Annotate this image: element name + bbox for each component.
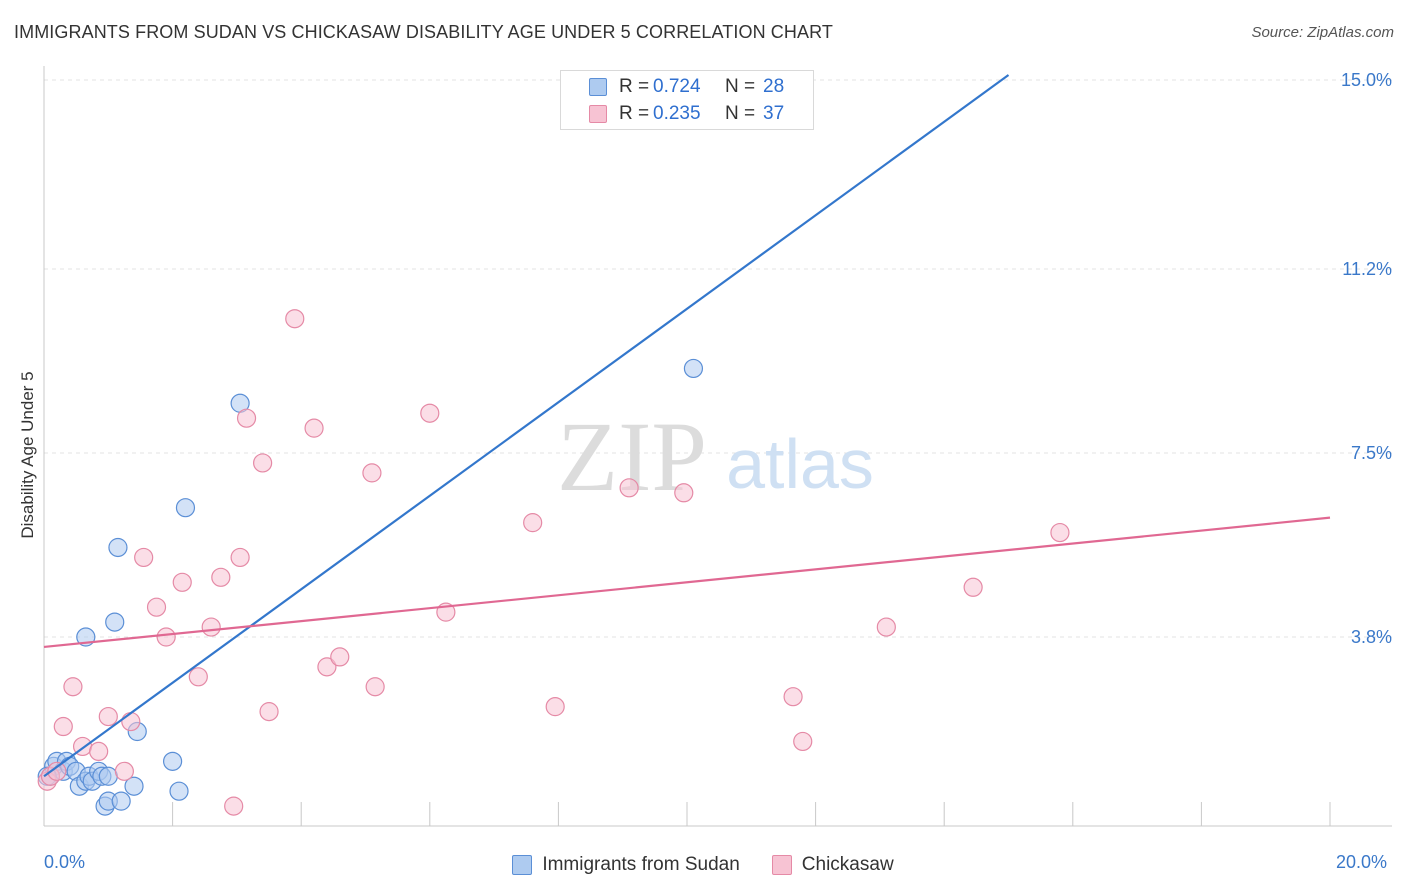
point-sudan-15 [111, 791, 131, 811]
point-chickasaw-13 [172, 572, 192, 592]
legend-item-chickasaw[interactable]: Chickasaw [771, 854, 894, 876]
point-chickasaw-10 [134, 547, 154, 568]
data-points [37, 309, 1070, 816]
point-sudan-23 [175, 498, 196, 518]
point-chickasaw-35 [793, 731, 813, 752]
y-tick-label-2: 11.2% [1342, 259, 1392, 279]
legend-r-value-sudan: 0.724 [653, 76, 701, 97]
point-chickasaw-23 [304, 418, 324, 438]
point-chickasaw-33 [674, 483, 694, 503]
point-chickasaw-2 [47, 761, 67, 781]
trend-line-chickasaw [43, 516, 1331, 649]
point-chickasaw-8 [114, 761, 134, 781]
point-chickasaw-9 [121, 711, 141, 732]
legend-swatch-chickasaw [771, 855, 792, 875]
point-chickasaw-34 [783, 687, 803, 707]
series-legend: Immigrants from Sudan Chickasaw [0, 852, 1406, 878]
point-chickasaw-30 [523, 513, 543, 533]
point-chickasaw-31 [545, 697, 565, 717]
trend-line-sudan [43, 74, 1010, 778]
legend-row-chickasaw: R = 0.235 N = 37 [561, 101, 784, 127]
point-chickasaw-21 [259, 702, 279, 722]
point-chickasaw-22 [285, 309, 305, 329]
point-chickasaw-15 [201, 617, 221, 637]
y-axis-label: Disability Age Under 5 [18, 371, 37, 539]
point-chickasaw-26 [362, 463, 382, 483]
legend-r-value-chickasaw: 0.235 [653, 103, 701, 124]
point-sudan-20 [108, 537, 128, 558]
gridlines [44, 79, 1392, 638]
point-chickasaw-3 [53, 716, 73, 737]
point-chickasaw-19 [230, 547, 250, 568]
point-chickasaw-37 [963, 577, 983, 597]
legend-n-label: N = [725, 103, 756, 124]
legend-r-label: R = [619, 76, 650, 97]
source-credit: Source: ZipAtlas.com [1251, 24, 1394, 41]
legend-n-value-chickasaw: 37 [763, 103, 785, 124]
watermark-atlas: atlas [726, 425, 874, 503]
point-chickasaw-7 [98, 706, 118, 727]
point-chickasaw-20 [253, 453, 273, 473]
point-sudan-25 [683, 358, 704, 379]
point-sudan-27 [98, 766, 118, 786]
legend-r-label: R = [619, 103, 650, 124]
point-sudan-16 [124, 776, 144, 796]
point-chickasaw-4 [63, 677, 83, 697]
point-chickasaw-36 [876, 617, 896, 637]
legend-n-value-sudan: 28 [763, 76, 785, 97]
point-sudan-19 [105, 612, 125, 632]
point-chickasaw-12 [156, 627, 176, 647]
point-chickasaw-14 [188, 667, 208, 687]
legend-label-sudan: Immigrants from Sudan [542, 854, 740, 875]
point-chickasaw-6 [89, 741, 109, 762]
point-chickasaw-24 [317, 657, 337, 677]
legend-n-label: N = [725, 76, 756, 97]
point-chickasaw-27 [365, 677, 385, 697]
legend-row-sudan: R = 0.724 N = 28 [561, 74, 784, 100]
watermark: ZIP atlas [557, 401, 874, 512]
y-tick-label-1: 7.5% [1351, 443, 1392, 463]
point-chickasaw-32 [619, 478, 639, 498]
legend-label-chickasaw: Chickasaw [801, 854, 894, 875]
point-chickasaw-17 [224, 796, 244, 816]
point-chickasaw-16 [211, 567, 231, 587]
correlation-legend: R = 0.724 N = 28 R = 0.235 N = 37 [560, 70, 814, 130]
point-chickasaw-25 [330, 647, 350, 667]
y-tick-label-0: 3.8% [1351, 627, 1392, 647]
y-tick-label-3: 15.0% [1341, 70, 1392, 90]
legend-swatch-sudan [512, 855, 533, 875]
x-tick-label-max: 20.0% [1336, 852, 1388, 872]
point-chickasaw-18 [236, 408, 257, 428]
point-chickasaw-11 [146, 597, 167, 617]
legend-item-sudan[interactable]: Immigrants from Sudan [512, 854, 740, 876]
point-chickasaw-38 [1050, 522, 1070, 543]
chart-title: IMMIGRANTS FROM SUDAN VS CHICKASAW DISAB… [14, 22, 833, 42]
point-sudan-22 [169, 781, 189, 801]
trend-lines [43, 74, 1331, 778]
point-chickasaw-28 [420, 403, 440, 423]
axes [43, 66, 1392, 827]
point-sudan-21 [163, 751, 183, 771]
y-tick-labels: 3.8% 7.5% 11.2% 15.0% [1341, 70, 1392, 647]
legend-swatch-chickasaw [589, 105, 607, 123]
legend-swatch-sudan [589, 78, 607, 96]
x-tick-label-min: 0.0% [44, 852, 86, 872]
